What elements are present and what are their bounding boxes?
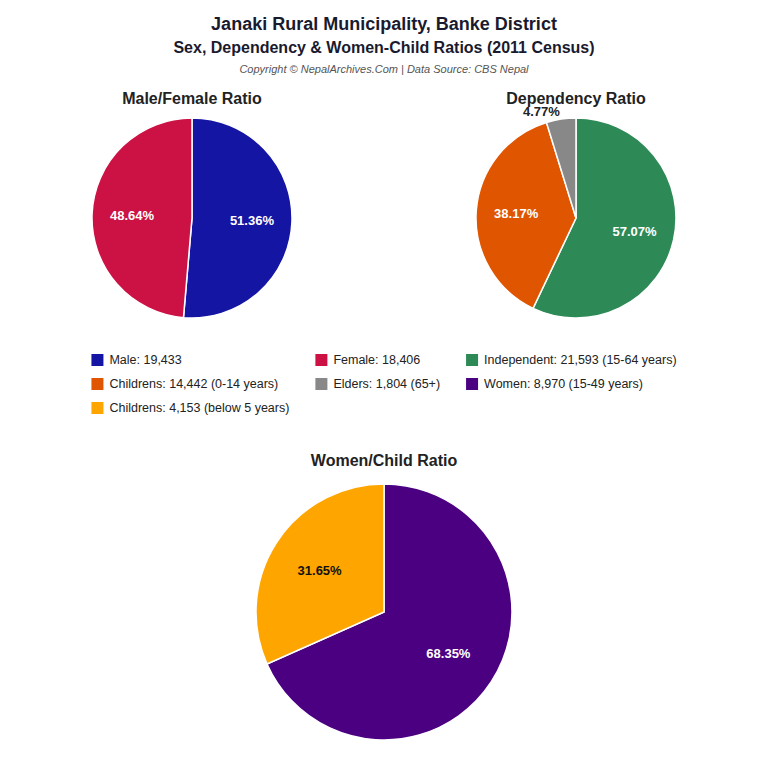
data-labels: 57.07% 38.17% 4.77%	[494, 104, 657, 239]
legend-swatch	[91, 378, 103, 390]
slices	[92, 118, 292, 318]
legend-item: Elders: 1,804 (65+)	[315, 377, 440, 391]
title: Janaki Rural Municipality, Banke Distric…	[211, 14, 557, 34]
pie-chart: Male/Female Ratio 51.36% 48.64%	[92, 90, 292, 318]
data-labels: 51.36% 48.64%	[110, 208, 274, 228]
data-label: 51.36%	[230, 213, 275, 228]
pie-slice	[256, 484, 384, 664]
legend-swatch	[466, 378, 478, 390]
legend-label: Male: 19,433	[109, 353, 181, 367]
chart-title: Male/Female Ratio	[122, 90, 262, 107]
data-label: 57.07%	[612, 224, 657, 239]
slices	[476, 118, 676, 318]
legend-item: Childrens: 4,153 (below 5 years)	[91, 401, 289, 415]
legend-swatch	[91, 354, 103, 366]
pie-slice	[92, 118, 192, 318]
data-label: 68.35%	[426, 646, 471, 661]
slices	[256, 484, 512, 740]
data-label: 31.65%	[298, 563, 343, 578]
legend-item: Female: 18,406	[315, 353, 420, 367]
subtitle: Sex, Dependency & Women-Child Ratios (20…	[173, 39, 594, 56]
pie-slice	[183, 118, 292, 318]
legend-item: Childrens: 14,442 (0-14 years)	[91, 377, 278, 391]
data-label: 38.17%	[494, 206, 539, 221]
page: {"title": "Janaki Rural Municipality, Ba…	[0, 0, 768, 768]
data-labels: 68.35% 31.65%	[298, 563, 471, 662]
legend-label: Independent: 21,593 (15-64 years)	[484, 353, 677, 367]
legend-swatch	[466, 354, 478, 366]
legend-label: Childrens: 4,153 (below 5 years)	[109, 401, 289, 415]
annotation: Copyright © NepalArchives.Com | Data Sou…	[239, 63, 529, 75]
legend: Male: 19,433 Female: 18,406 Independent: 2…	[91, 353, 676, 415]
legend-swatch	[315, 378, 327, 390]
data-label: 4.77%	[523, 104, 560, 119]
chart-canvas: Janaki Rural Municipality, Banke Distric…	[0, 0, 768, 768]
pie-chart: Women/Child Ratio 68.35% 31.65%	[256, 452, 512, 740]
pie-chart: Dependency Ratio57.07%38.17%4.77%	[476, 90, 676, 318]
legend-swatch	[315, 354, 327, 366]
legend-label: Childrens: 14,442 (0-14 years)	[109, 377, 278, 391]
data-label: 48.64%	[110, 208, 155, 223]
legend-label: Women: 8,970 (15-49 years)	[484, 377, 643, 391]
background	[0, 0, 768, 768]
chart-title: Women/Child Ratio	[311, 452, 458, 469]
legend-swatch	[91, 402, 103, 414]
legend-item: Women: 8,970 (15-49 years)	[466, 377, 643, 391]
pie-slice	[546, 118, 576, 218]
legend-label: Elders: 1,804 (65+)	[333, 377, 440, 391]
legend-label: Female: 18,406	[333, 353, 420, 367]
legend-item: Male: 19,433	[91, 353, 181, 367]
legend-item: Independent: 21,593 (15-64 years)	[466, 353, 677, 367]
